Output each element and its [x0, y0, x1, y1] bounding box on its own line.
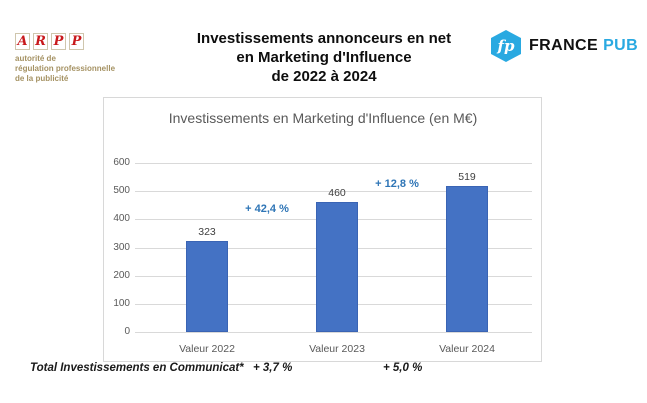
arpp-letter: P: [51, 33, 66, 50]
y-axis-tick-label: 600: [113, 157, 130, 168]
category-label: Valeur 2023: [309, 343, 365, 355]
bar-chart: Investissements en Marketing d'Influence…: [103, 97, 542, 362]
arpp-letter: R: [33, 33, 48, 50]
francepub-wordmark: FRANCE PUB: [529, 37, 638, 55]
page-title: Investissements annonceurs en net en Mar…: [144, 29, 504, 86]
fp-hexagon-icon: fp: [491, 30, 521, 62]
page-title-line: Investissements annonceurs en net: [196, 30, 452, 47]
footer-growth-2023: + 3,7 %: [253, 362, 293, 374]
arpp-subtitle: autorité de régulation professionnelle d…: [15, 54, 115, 84]
arpp-letter: A: [15, 33, 30, 50]
chart-title: Investissements en Marketing d'Influence…: [168, 110, 478, 126]
page-title-line: en Marketing d'Influence: [236, 49, 412, 66]
arpp-subtitle-line: autorité de: [15, 54, 56, 63]
gridline: [135, 163, 532, 164]
y-axis-tick-label: 0: [124, 326, 130, 337]
footer-growth-2024: + 5,0 %: [383, 362, 423, 374]
bar-valeur-2022: [186, 241, 228, 332]
bar-value-label: 519: [458, 170, 476, 183]
y-axis-tick-label: 400: [113, 213, 130, 225]
page-title-line: de 2022 à 2024: [271, 68, 377, 85]
growth-annotation: + 12,8 %: [375, 178, 419, 190]
y-axis-tick-label: 300: [113, 241, 130, 253]
growth-annotation: + 42,4 %: [245, 203, 289, 215]
francepub-word-france: FRANCE: [529, 37, 599, 54]
bar-valeur-2024: [446, 185, 488, 332]
bar-value-label: 323: [198, 226, 216, 239]
gridline: [135, 332, 532, 333]
bar-value-label: 460: [328, 187, 346, 200]
y-axis-tick-label: 100: [113, 297, 130, 309]
category-label: Valeur 2022: [179, 343, 235, 355]
category-label: Valeur 2024: [439, 343, 495, 355]
y-axis-tick-label: 500: [113, 185, 130, 197]
arpp-subtitle-line: régulation professionnelle: [15, 64, 116, 73]
francepub-logo: fp FRANCE PUB: [491, 30, 638, 62]
arpp-letter: P: [69, 33, 84, 50]
bar-valeur-2023: [316, 202, 358, 332]
arpp-lettermark: A R P P: [15, 33, 115, 50]
arpp-subtitle-line: de la publicité: [15, 74, 69, 83]
francepub-word-pub: PUB: [603, 37, 639, 54]
footer-note: Total Investissements en Communicat*: [30, 362, 244, 374]
gridline: [135, 191, 532, 193]
arpp-logo: A R P P autorité de régulation professio…: [15, 33, 115, 84]
y-axis-tick-label: 200: [113, 269, 130, 281]
